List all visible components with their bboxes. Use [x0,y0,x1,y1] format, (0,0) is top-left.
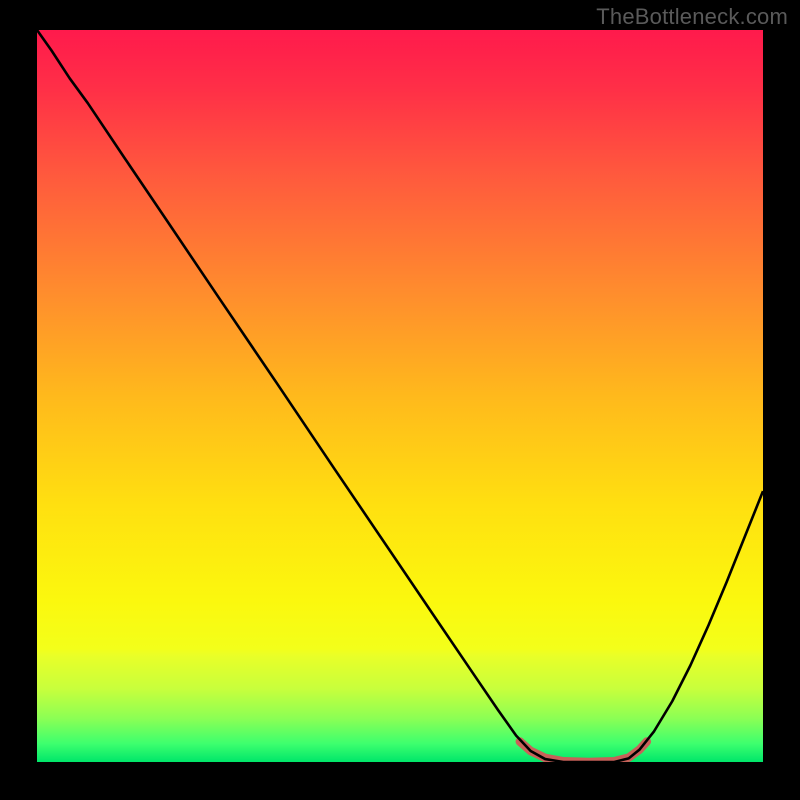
plot-area [37,30,763,762]
plot-svg [37,30,763,762]
gradient-background [37,30,763,762]
watermark-text: TheBottleneck.com [596,4,788,30]
chart-container: TheBottleneck.com [0,0,800,800]
